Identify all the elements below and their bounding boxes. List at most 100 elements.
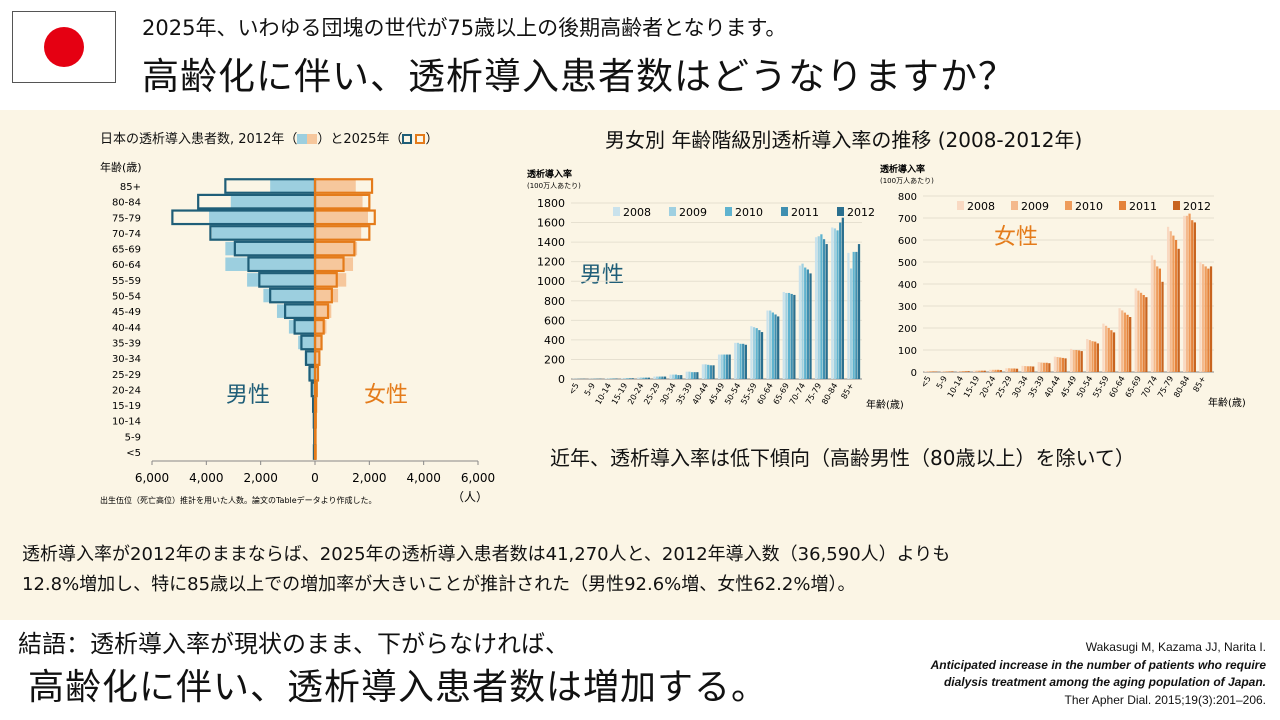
female-bar-2009-20-24 bbox=[991, 369, 995, 372]
female-bar-2012-15-19 bbox=[983, 370, 986, 372]
pyramid-bar-male-2012-80-84 bbox=[230, 194, 315, 209]
male-bar-2010-35-39 bbox=[690, 372, 694, 379]
female-bar-2012-5-9 bbox=[951, 371, 954, 372]
legend-female-2012-swatch bbox=[307, 134, 318, 144]
female-bar-2008-30-34 bbox=[1021, 365, 1024, 372]
female-bar-2011-<5 bbox=[932, 371, 935, 372]
pyramid-bar-female-2025-<5 bbox=[313, 444, 317, 460]
female-legend-label-2012: 2012 bbox=[1183, 200, 1211, 213]
male-bar-2011-70-74 bbox=[806, 269, 809, 379]
pyramid-bar-male-2012-30-34 bbox=[304, 351, 315, 365]
male-bar-2012-75-79 bbox=[825, 244, 828, 379]
pyramid-bar-female-2025-50-54 bbox=[313, 287, 333, 304]
male-bar-2008-15-19 bbox=[620, 378, 624, 379]
pyramid-bar-male-2012-50-54 bbox=[263, 288, 315, 303]
male-bar-2011-30-34 bbox=[677, 375, 680, 379]
pyramid-age-label-35-39: 35-39 bbox=[112, 338, 141, 349]
male-bar-2010-30-34 bbox=[674, 374, 678, 379]
male-bar-2008-60-64 bbox=[766, 310, 769, 379]
female-bar-2009-55-59 bbox=[1104, 325, 1108, 372]
male-bar-2012-25-29 bbox=[663, 376, 667, 379]
female-bar-2010-15-19 bbox=[978, 370, 981, 372]
pyramid-age-label-80-84: 80-84 bbox=[112, 198, 141, 209]
male-y-tick-label: 200 bbox=[544, 353, 565, 366]
female-bar-2011-40-44 bbox=[1061, 357, 1064, 372]
female-bar-2011-10-14 bbox=[964, 371, 967, 372]
male-bar-2010-45-49 bbox=[723, 354, 726, 379]
female-bar-2010-50-54 bbox=[1091, 341, 1094, 372]
male-bar-2011-55-59 bbox=[758, 330, 761, 379]
female-y-tick-label: 0 bbox=[911, 368, 917, 379]
pyramid-bar-female-2012-80-84 bbox=[315, 194, 363, 209]
pyramid-bar-female-2025-20-24 bbox=[313, 381, 318, 398]
male-bar-2012-15-19 bbox=[631, 378, 634, 379]
female-bar-2009-85+ bbox=[1201, 264, 1205, 372]
male-bar-2009-40-44 bbox=[704, 364, 707, 379]
male-bar-2009-85+ bbox=[849, 268, 853, 379]
female-bar-2011-30-34 bbox=[1029, 366, 1032, 372]
female-bar-2010-25-29 bbox=[1010, 368, 1013, 372]
male-bar-2012-80-84 bbox=[841, 217, 844, 379]
female-bar-2011-5-9 bbox=[948, 371, 951, 372]
male-panel-label: 男性 bbox=[580, 263, 624, 288]
female-bar-2008-80-84 bbox=[1183, 215, 1186, 372]
pyramid-bar-female-2025-5-9 bbox=[313, 428, 317, 445]
female-bar-2010-80-84 bbox=[1188, 213, 1191, 372]
pyramid-age-label-60-64: 60-64 bbox=[112, 260, 141, 271]
pyramid-bar-female-2025-65-69 bbox=[313, 240, 356, 257]
female-legend-label-2009: 2009 bbox=[1021, 200, 1049, 213]
male-bar-2008-40-44 bbox=[701, 364, 705, 379]
female-bar-2009-<5 bbox=[927, 371, 930, 372]
male-bar-2010-50-54 bbox=[739, 343, 742, 379]
pyramid-bar-female-2025-30-34 bbox=[313, 350, 321, 366]
female-bar-2012-40-44 bbox=[1064, 358, 1067, 372]
pyramid-bar-female-2025-75-79 bbox=[313, 209, 376, 226]
female-bar-2008-20-24 bbox=[989, 369, 992, 372]
male-y-tick-label: 1400 bbox=[537, 236, 565, 249]
male-bar-2008-55-59 bbox=[750, 326, 753, 379]
female-legend-swatch-2012 bbox=[1173, 201, 1180, 210]
flag-sun bbox=[44, 27, 84, 67]
female-bar-2011-70-74 bbox=[1158, 268, 1161, 372]
female-bar-2011-45-49 bbox=[1077, 350, 1081, 372]
female-legend-swatch-2008 bbox=[957, 201, 964, 210]
pyramid-bar-male-2012-75-79 bbox=[209, 210, 315, 225]
pyramid-x-unit: （人） bbox=[452, 490, 488, 504]
male-legend-label-2011: 2011 bbox=[791, 206, 819, 219]
female-bar-2009-25-29 bbox=[1007, 368, 1011, 372]
female-bar-2011-20-24 bbox=[997, 369, 1000, 372]
female-bar-2011-35-39 bbox=[1045, 362, 1048, 372]
male-bar-2010-25-29 bbox=[658, 376, 661, 379]
pyramid-title-part3: ） bbox=[425, 132, 439, 147]
female-bar-2009-30-34 bbox=[1024, 366, 1027, 372]
male-y-tick-label: 400 bbox=[544, 334, 565, 347]
pyramid-bar-female-2025-10-14 bbox=[313, 412, 317, 429]
female-bar-2009-70-74 bbox=[1153, 259, 1156, 372]
pyramid-age-label-10-14: 10-14 bbox=[112, 417, 141, 428]
female-bar-2008-5-9 bbox=[940, 371, 943, 372]
male-bar-2008-35-39 bbox=[685, 371, 688, 379]
pyramid-bar-male-2012-65-69 bbox=[225, 241, 315, 256]
pyramid-bar-female-2012-30-34 bbox=[315, 351, 320, 365]
male-bar-2012-45-49 bbox=[728, 354, 731, 379]
female-y-tick-label: 500 bbox=[898, 258, 917, 269]
pyramid-x-tick-label: 0 bbox=[311, 471, 319, 485]
pyramid-age-label-25-29: 25-29 bbox=[112, 370, 141, 381]
female-bar-2010-<5 bbox=[929, 371, 933, 372]
female-bar-2012-25-29 bbox=[1015, 368, 1019, 372]
female-bar-2012-35-39 bbox=[1048, 363, 1051, 372]
pyramid-age-label-45-49: 45-49 bbox=[112, 307, 141, 318]
header-subtitle: 2025年、いわゆる団塊の世代が75歳以上の後期高齢者となります。 bbox=[142, 16, 787, 40]
citation-authors: Wakasugi M, Kazama JJ, Narita I. bbox=[1085, 640, 1266, 654]
female-legend-label-2008: 2008 bbox=[967, 200, 995, 213]
female-x-tick-label: 80-84 bbox=[1172, 375, 1191, 400]
citation-title-1: Anticipated increase in the number of pa… bbox=[930, 658, 1266, 672]
male-bar-2009-75-79 bbox=[817, 236, 820, 379]
pyramid-bar-female-2012-35-39 bbox=[315, 335, 323, 350]
male-bar-2009-65-69 bbox=[785, 292, 788, 379]
male-legend-swatch-2008 bbox=[613, 207, 620, 216]
female-panel-label: 女性 bbox=[994, 225, 1038, 250]
male-bar-2010-15-19 bbox=[626, 378, 629, 379]
female-bar-2012-85+ bbox=[1209, 266, 1213, 372]
female-bar-2011-15-19 bbox=[980, 370, 984, 372]
